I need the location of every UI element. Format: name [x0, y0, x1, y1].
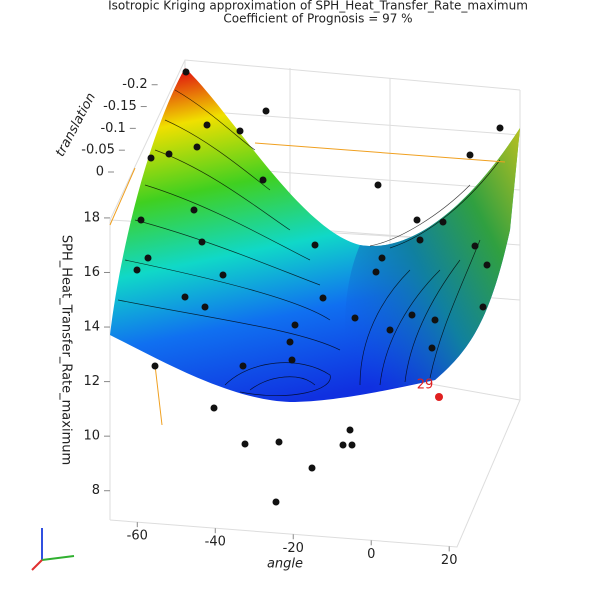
sample-point [483, 261, 491, 269]
sample-point [137, 216, 145, 224]
sample-point [386, 326, 394, 334]
orientation-triad [31, 528, 75, 571]
x-axis-label: angle [267, 557, 303, 572]
surface [110, 68, 520, 402]
sample-point [193, 143, 201, 151]
z-tick-label: 14 [83, 320, 100, 335]
sample-point [471, 242, 479, 250]
sample-point [275, 438, 283, 446]
guide-lines [109, 142, 506, 426]
sample-point [239, 362, 247, 370]
sample-points [133, 68, 504, 506]
sample-point [339, 441, 347, 449]
sample-point [351, 314, 359, 322]
sample-point [466, 151, 474, 159]
sample-point [308, 464, 316, 472]
sample-point [165, 150, 173, 158]
y-tick-label: -0.15 [103, 99, 137, 114]
sample-point [151, 362, 159, 370]
x-tick-label: 0 [367, 547, 375, 562]
z-axis-label: SPH_Heat_Transfer_Rate_maximum [59, 235, 74, 465]
sample-point [236, 127, 244, 135]
sample-point [147, 154, 155, 162]
x-tick-label: 20 [441, 553, 458, 568]
sample-point [291, 321, 299, 329]
sample-point [144, 254, 152, 262]
sample-point [416, 236, 424, 244]
sample-point [219, 271, 227, 279]
y-tick-label: -0.05 [81, 143, 115, 158]
sample-point [288, 356, 296, 364]
sample-point [378, 254, 386, 262]
sample-point [181, 293, 189, 301]
sample-point [372, 268, 380, 276]
sample-point [262, 107, 270, 115]
x-tick-label: -40 [205, 535, 226, 550]
sample-point [198, 238, 206, 246]
y-tick-label: -0.1 [100, 121, 125, 136]
sample-point [190, 206, 198, 214]
sample-point [408, 311, 416, 319]
highlight-point [435, 393, 443, 401]
x-tick-label: -60 [127, 529, 148, 544]
sample-point [286, 338, 294, 346]
z-tick-label: 12 [83, 374, 100, 389]
sample-point [311, 241, 319, 249]
sample-point [431, 316, 439, 324]
x-tick-label: -20 [283, 541, 304, 556]
sample-point [348, 441, 356, 449]
sample-point [319, 294, 327, 302]
sample-point [479, 303, 487, 311]
z-tick-label: 10 [83, 429, 100, 444]
sample-point [413, 216, 421, 224]
z-tick-label: 16 [83, 265, 100, 280]
sample-point [182, 68, 190, 76]
sample-point [496, 124, 504, 132]
sample-point [259, 176, 267, 184]
sample-point [439, 218, 447, 226]
sample-point [210, 404, 218, 412]
sample-point [133, 266, 141, 274]
annotation: 29 [417, 378, 434, 393]
sample-point [203, 121, 211, 129]
z-tick-label: 8 [92, 483, 100, 498]
y-tick-label: 0 [96, 165, 104, 180]
chart-title: Isotropic Kriging approximation of SPH_H… [108, 0, 528, 13]
sample-point [428, 344, 436, 352]
chart-subtitle: Coefficient of Prognosis = 97 % [223, 12, 412, 26]
z-tick-label: 18 [83, 210, 100, 225]
sample-point [201, 303, 209, 311]
sample-point [272, 498, 280, 506]
sample-point [374, 181, 382, 189]
sample-point [241, 440, 249, 448]
sample-point [346, 426, 354, 434]
y-tick-label: -0.2 [122, 77, 147, 92]
